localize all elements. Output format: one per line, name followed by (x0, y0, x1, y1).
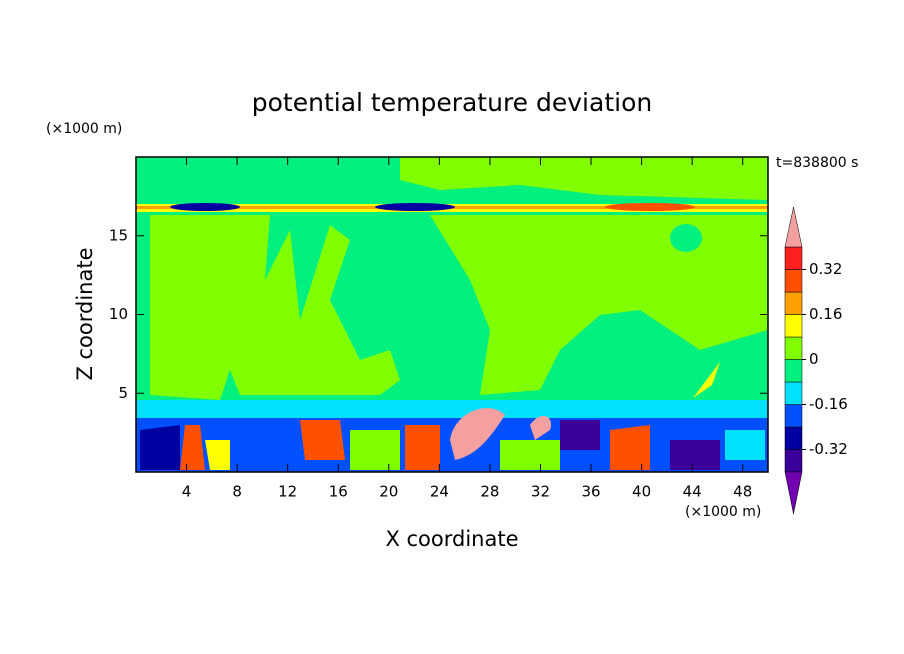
colorbar-band (784, 336, 803, 360)
y-axis-label: Z coordinate (73, 247, 97, 380)
colorbar-band (784, 381, 803, 405)
y-unit: (×1000 m) (46, 121, 122, 137)
colorbar-band (784, 314, 803, 338)
colorbar-band (784, 246, 803, 270)
colorbar-tick-label: 0.32 (809, 260, 842, 278)
x-axis-label: X coordinate (385, 527, 518, 551)
colorbar-tick-label: 0.16 (809, 305, 842, 323)
x-tick-label: 16 (329, 483, 348, 501)
x-tick-label: 24 (430, 483, 449, 501)
y-tick-label: 10 (109, 305, 128, 323)
time-label: t=838800 s (776, 155, 858, 171)
chart-title: potential temperature deviation (252, 88, 652, 117)
x-tick-label: 20 (379, 483, 398, 501)
colorbar-band (784, 404, 803, 428)
y-tick-label: 15 (109, 226, 128, 244)
colorbar-tick-label: -0.32 (809, 440, 848, 458)
x-tick-label: 48 (733, 483, 752, 501)
y-tick-label: 5 (118, 384, 128, 402)
colorbar-band (784, 269, 803, 293)
colorbar-band (784, 291, 803, 315)
colorbar-tick-label: 0 (809, 350, 819, 368)
colorbar-band (784, 449, 803, 473)
colorbar-band (784, 359, 803, 383)
x-tick-label: 12 (278, 483, 297, 501)
colorbar-top-arrow (784, 206, 803, 248)
colorbar-tick-label: -0.16 (809, 395, 848, 413)
x-tick-label: 40 (632, 483, 651, 501)
colorbar-band (784, 426, 803, 450)
x-tick-label: 8 (232, 483, 242, 501)
x-tick-label: 44 (683, 483, 702, 501)
x-unit: (×1000 m) (685, 504, 761, 520)
x-tick-label: 32 (531, 483, 550, 501)
x-tick-label: 28 (480, 483, 499, 501)
x-tick-label: 4 (182, 483, 192, 501)
x-tick-label: 36 (581, 483, 600, 501)
colorbar-bottom-arrow (784, 471, 803, 515)
contour-field (136, 157, 768, 472)
